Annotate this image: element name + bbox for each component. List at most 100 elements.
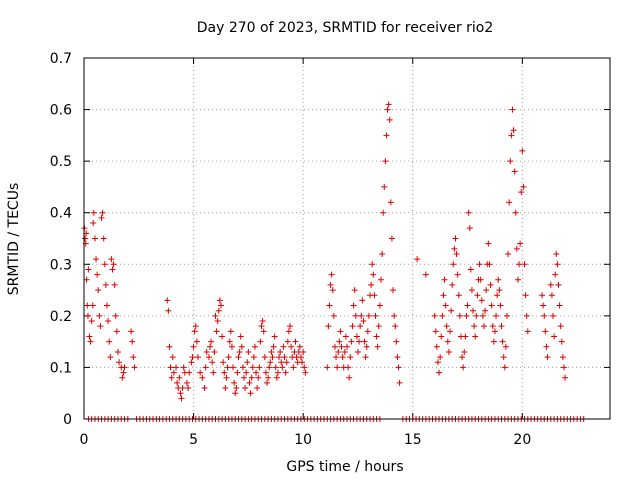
- data-point: [455, 292, 462, 299]
- grid-lines: [84, 58, 610, 419]
- data-point: [360, 318, 367, 325]
- data-point: [130, 354, 137, 361]
- data-point: [164, 297, 171, 304]
- data-point: [326, 302, 333, 309]
- data-point: [377, 276, 384, 283]
- data-point: [255, 374, 262, 381]
- data-point: [335, 348, 342, 355]
- data-point: [248, 374, 255, 381]
- data-point: [445, 348, 452, 355]
- data-point: [244, 359, 251, 366]
- x-tick-label: 5: [189, 432, 198, 448]
- data-point: [363, 343, 370, 350]
- data-point: [505, 250, 512, 257]
- data-point: [517, 240, 524, 247]
- data-point: [354, 348, 361, 355]
- data-point: [257, 338, 264, 345]
- data-point: [338, 343, 345, 350]
- data-point: [246, 379, 253, 386]
- data-point: [467, 266, 474, 273]
- data-point: [192, 323, 199, 330]
- data-point: [361, 338, 368, 345]
- data-point: [493, 312, 500, 319]
- data-point: [239, 364, 246, 371]
- data-point: [327, 281, 334, 288]
- data-point: [128, 328, 135, 335]
- data-point: [386, 116, 393, 123]
- data-point: [553, 250, 560, 257]
- data-point: [554, 261, 561, 268]
- data-points: [81, 101, 587, 422]
- data-point: [243, 369, 250, 376]
- data-point: [341, 348, 348, 355]
- data-point: [498, 323, 505, 330]
- data-point: [281, 354, 288, 361]
- y-tick-label: 0.1: [50, 360, 72, 376]
- data-point: [539, 292, 546, 299]
- data-point: [233, 385, 240, 392]
- chart-title: Day 270 of 2023, SRMTID for receiver rio…: [197, 20, 494, 36]
- data-point: [494, 292, 501, 299]
- data-point: [432, 328, 439, 335]
- data-point: [166, 343, 173, 350]
- data-point: [258, 323, 265, 330]
- data-point: [334, 364, 341, 371]
- data-point: [231, 379, 238, 386]
- data-point: [337, 328, 344, 335]
- data-point: [514, 276, 521, 283]
- data-point: [116, 359, 123, 366]
- data-point: [444, 338, 451, 345]
- data-point: [167, 364, 174, 371]
- data-point: [84, 312, 91, 319]
- data-point: [99, 209, 106, 216]
- data-point: [90, 220, 97, 227]
- y-tick-label: 0.6: [50, 103, 72, 119]
- data-point: [450, 261, 457, 268]
- data-point: [558, 338, 565, 345]
- data-point: [120, 369, 127, 376]
- data-point: [131, 364, 138, 371]
- data-point: [414, 256, 421, 263]
- y-tick-label: 0.4: [50, 206, 72, 222]
- data-point: [240, 374, 247, 381]
- data-point: [387, 199, 394, 206]
- data-point: [227, 328, 234, 335]
- data-point: [351, 287, 358, 294]
- data-point: [345, 364, 352, 371]
- data-point: [511, 168, 518, 175]
- data-point: [368, 281, 375, 288]
- data-point: [330, 312, 337, 319]
- x-axis-label: GPS time / hours: [286, 459, 403, 475]
- data-point: [234, 369, 241, 376]
- data-point: [221, 369, 228, 376]
- data-point: [489, 323, 496, 330]
- data-point: [272, 364, 279, 371]
- data-point: [260, 328, 267, 335]
- data-point: [547, 281, 554, 288]
- data-point: [83, 276, 90, 283]
- data-point: [86, 333, 93, 340]
- data-point: [95, 287, 102, 294]
- data-point: [325, 323, 332, 330]
- data-point: [350, 302, 357, 309]
- data-point: [324, 364, 331, 371]
- data-point: [93, 256, 100, 263]
- y-tick-label: 0.2: [50, 309, 72, 325]
- data-point: [454, 271, 461, 278]
- data-point: [202, 364, 209, 371]
- data-point: [495, 276, 502, 283]
- data-point: [362, 354, 369, 361]
- data-point: [299, 359, 306, 366]
- data-point: [271, 333, 278, 340]
- data-point: [358, 312, 365, 319]
- data-point: [207, 343, 214, 350]
- data-point: [543, 343, 550, 350]
- data-point: [437, 354, 444, 361]
- data-point: [499, 338, 506, 345]
- data-point: [292, 338, 299, 345]
- data-point: [236, 348, 243, 355]
- data-point: [460, 364, 467, 371]
- data-point: [283, 359, 290, 366]
- data-point: [226, 338, 233, 345]
